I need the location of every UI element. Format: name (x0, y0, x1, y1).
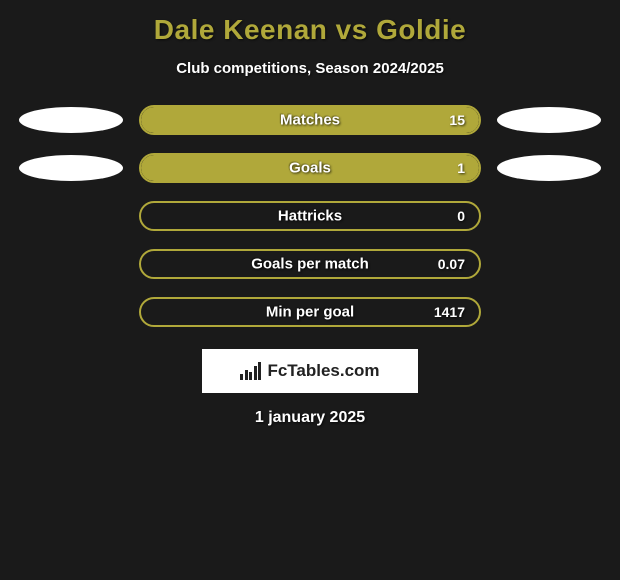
stat-label: Goals (289, 160, 331, 177)
stat-bar: Min per goal 1417 (139, 297, 481, 327)
right-ellipse (497, 203, 601, 229)
date-text: 1 january 2025 (0, 409, 620, 427)
stat-row: Min per goal 1417 (0, 297, 620, 327)
right-ellipse (497, 299, 601, 325)
comparison-card: Dale Keenan vs Goldie Club competitions,… (0, 0, 620, 427)
site-logo: FcTables.com (202, 349, 418, 393)
stat-row: Hattricks 0 (0, 201, 620, 231)
page-title: Dale Keenan vs Goldie (0, 14, 620, 46)
stat-label: Matches (280, 112, 340, 129)
right-ellipse (497, 107, 601, 133)
stat-row: Goals 1 (0, 153, 620, 183)
stat-value: 15 (449, 112, 465, 128)
stat-label: Goals per match (251, 256, 369, 273)
left-ellipse (19, 107, 123, 133)
stat-value: 1 (457, 160, 465, 176)
left-ellipse (19, 155, 123, 181)
left-ellipse (19, 203, 123, 229)
right-ellipse (497, 251, 601, 277)
stat-row: Matches 15 (0, 105, 620, 135)
right-ellipse (497, 155, 601, 181)
stat-bar: Goals 1 (139, 153, 481, 183)
stat-value: 1417 (434, 304, 465, 320)
logo-text: FcTables.com (267, 361, 379, 381)
stat-value: 0.07 (438, 256, 465, 272)
subtitle: Club competitions, Season 2024/2025 (0, 60, 620, 77)
stat-label: Hattricks (278, 208, 342, 225)
stat-label: Min per goal (266, 304, 354, 321)
stat-rows: Matches 15 Goals 1 Hattricks 0 Goals per match… (0, 105, 620, 327)
stat-bar: Hattricks 0 (139, 201, 481, 231)
left-ellipse (19, 251, 123, 277)
stat-bar: Matches 15 (139, 105, 481, 135)
left-ellipse (19, 299, 123, 325)
stat-value: 0 (457, 208, 465, 224)
stat-bar: Goals per match 0.07 (139, 249, 481, 279)
chart-icon (240, 362, 261, 380)
stat-row: Goals per match 0.07 (0, 249, 620, 279)
